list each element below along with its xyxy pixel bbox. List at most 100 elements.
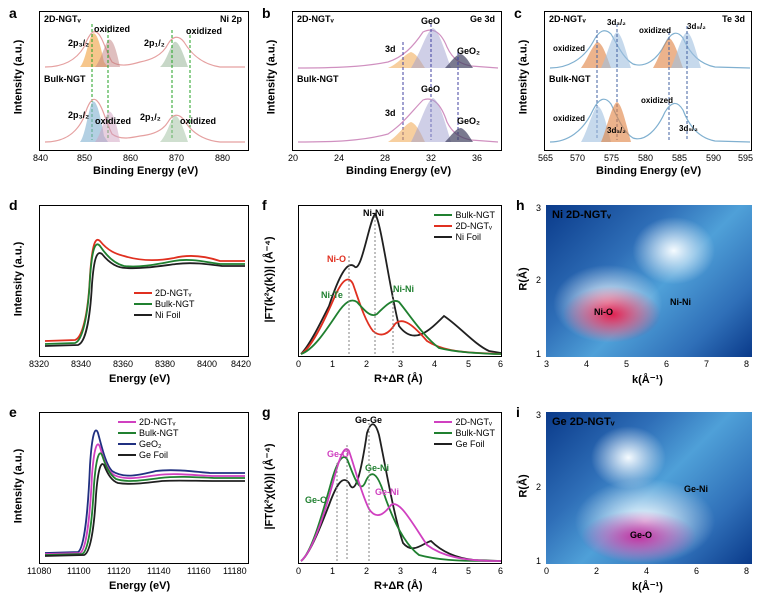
g-xt0: 0 bbox=[296, 566, 301, 576]
panel-a-sample-top: 2D-NGTᵥ bbox=[44, 14, 81, 24]
panel-e-chart: 2D-NGTᵥ Bulk-NGT GeO₂ Ge Foil bbox=[39, 412, 249, 564]
b-bot-geo2: GeO₂ bbox=[457, 116, 480, 126]
panel-a: a 2D-NGTᵥ Ni 2p 2p₃/₂ oxidized 2p₁/₂ oxi… bbox=[5, 3, 253, 183]
c-xt5: 590 bbox=[706, 153, 721, 163]
b-top-3d: 3d bbox=[385, 44, 396, 54]
panel-c-chart: 2D-NGTᵥ Te 3d oxidized 3d₃/₂ oxidized 3d… bbox=[544, 11, 752, 151]
g-xt5: 5 bbox=[466, 566, 471, 576]
g-xt1: 1 bbox=[330, 566, 335, 576]
a-xt4: 880 bbox=[215, 153, 230, 163]
h-xt0: 3 bbox=[544, 359, 549, 369]
i-xt4: 8 bbox=[744, 566, 749, 576]
i-xt3: 6 bbox=[694, 566, 699, 576]
c-xt1: 570 bbox=[570, 153, 585, 163]
e-leg-3-label: Ge Foil bbox=[139, 450, 168, 460]
a-top-2p12: 2p₁/₂ bbox=[144, 38, 165, 48]
panel-f-xlabel: R+ΔR (Å) bbox=[374, 373, 423, 385]
f-xt2: 2 bbox=[364, 359, 369, 369]
c-xt2: 575 bbox=[604, 153, 619, 163]
panel-c-sample-bottom: Bulk-NGT bbox=[549, 74, 591, 84]
g-xt6: 6 bbox=[498, 566, 503, 576]
c-bot-3d52: 3d₅/₂ bbox=[679, 124, 698, 133]
panel-i-ylabel: R(Å) bbox=[518, 474, 530, 497]
a-top-2p32: 2p₃/₂ bbox=[68, 38, 89, 48]
b-xt3: 32 bbox=[426, 153, 436, 163]
e-xt4: 11160 bbox=[187, 566, 211, 576]
f-xt3: 3 bbox=[398, 359, 403, 369]
d-leg-1-label: Bulk-NGT bbox=[155, 299, 195, 309]
g-leg-2: Ge Foil bbox=[434, 439, 495, 449]
c-top-ox2: oxidized bbox=[639, 26, 671, 35]
panel-d: d 2D-NGTᵥ Bulk-NGT Ni Foil Intensity (a.… bbox=[5, 195, 253, 393]
b-top-geo2: GeO₂ bbox=[457, 46, 480, 56]
b-top-geo: GeO bbox=[421, 16, 440, 26]
h-title: Ni 2D-NGTᵥ bbox=[552, 209, 611, 221]
panel-e-ylabel: Intensity (a.u.) bbox=[12, 449, 24, 524]
f-xt6: 6 bbox=[498, 359, 503, 369]
panel-d-legend: 2D-NGTᵥ Bulk-NGT Ni Foil bbox=[134, 288, 195, 321]
panel-f: f Ni-O Ni-Te Ni-Ni Ni-Ni Bulk-NGT 2D-NGT… bbox=[258, 195, 506, 393]
h-anno-nini: Ni-Ni bbox=[670, 297, 691, 307]
a-xt2: 860 bbox=[123, 153, 138, 163]
panel-h-xlabel: k(Å⁻¹) bbox=[632, 373, 663, 386]
g-xt3: 3 bbox=[398, 566, 403, 576]
i-anno-geni: Ge-Ni bbox=[684, 484, 708, 494]
c-xt6: 595 bbox=[738, 153, 753, 163]
i-title: Ge 2D-NGTᵥ bbox=[552, 416, 615, 428]
d-xt3: 8380 bbox=[155, 359, 175, 369]
e-xt2: 11120 bbox=[107, 566, 131, 576]
d-xt5: 8420 bbox=[231, 359, 251, 369]
c-xt0: 565 bbox=[538, 153, 553, 163]
panel-a-xlabel: Binding Energy (eV) bbox=[93, 165, 198, 177]
panel-b: b 2D-NGTᵥ Ge 3d 3d GeO GeO₂ Bulk-NGT 3d … bbox=[258, 3, 506, 183]
b-bot-3d: 3d bbox=[385, 108, 396, 118]
d-xt0: 8320 bbox=[29, 359, 49, 369]
f-xt1: 1 bbox=[330, 359, 335, 369]
a-top-ox1: oxidized bbox=[94, 24, 130, 34]
g-xt2: 2 bbox=[364, 566, 369, 576]
a-xt0: 840 bbox=[33, 153, 48, 163]
c-bot-ox2: oxidized bbox=[641, 96, 673, 105]
e-leg-3: Ge Foil bbox=[118, 450, 179, 460]
c-xt3: 580 bbox=[638, 153, 653, 163]
a-bot-ox2: oxidized bbox=[180, 116, 216, 126]
panel-b-chart: 2D-NGTᵥ Ge 3d 3d GeO GeO₂ Bulk-NGT 3d Ge… bbox=[292, 11, 502, 151]
panel-i-label: i bbox=[516, 404, 520, 420]
panel-c-title: Te 3d bbox=[722, 14, 745, 24]
panel-b-sample-top: 2D-NGTᵥ bbox=[297, 14, 334, 24]
panel-h-ylabel: R(Å) bbox=[518, 267, 530, 290]
panel-c-xlabel: Binding Energy (eV) bbox=[596, 165, 701, 177]
f-xt4: 4 bbox=[432, 359, 437, 369]
panel-c-label: c bbox=[514, 5, 522, 21]
i-xt0: 0 bbox=[544, 566, 549, 576]
panel-b-ylabel: Intensity (a.u.) bbox=[265, 40, 277, 115]
b-xt1: 24 bbox=[334, 153, 344, 163]
panel-f-label: f bbox=[262, 197, 267, 213]
h-xt5: 8 bbox=[744, 359, 749, 369]
c-bot-3d32: 3d₃/₂ bbox=[607, 126, 626, 135]
d-xt1: 8340 bbox=[71, 359, 91, 369]
a-bot-2p32: 2p₃/₂ bbox=[68, 110, 89, 120]
panel-a-label: a bbox=[9, 5, 17, 21]
panel-c-ylabel: Intensity (a.u.) bbox=[517, 40, 529, 115]
panel-a-chart: 2D-NGTᵥ Ni 2p 2p₃/₂ oxidized 2p₁/₂ oxidi… bbox=[39, 11, 249, 151]
panel-g-label: g bbox=[262, 404, 271, 420]
i-yt2: 3 bbox=[536, 410, 541, 420]
f-xt0: 0 bbox=[296, 359, 301, 369]
e-xt5: 11180 bbox=[223, 566, 247, 576]
f-leg-0: Bulk-NGT bbox=[434, 210, 495, 220]
b-bot-geo: GeO bbox=[421, 84, 440, 94]
g-leg-0: 2D-NGTᵥ bbox=[434, 417, 495, 427]
f-anno-nio: Ni-O bbox=[327, 254, 346, 264]
e-xt3: 11140 bbox=[147, 566, 171, 576]
i-xt1: 2 bbox=[594, 566, 599, 576]
h-xt3: 6 bbox=[664, 359, 669, 369]
f-leg-2-label: Ni Foil bbox=[455, 232, 481, 242]
panel-f-legend: Bulk-NGT 2D-NGTᵥ Ni Foil bbox=[434, 210, 495, 243]
f-anno-nite: Ni-Te bbox=[321, 290, 343, 300]
panel-d-xlabel: Energy (eV) bbox=[109, 373, 170, 385]
i-yt0: 1 bbox=[536, 556, 541, 566]
panel-g: g Ge-O Ge-O Ge-Ge Ge-Ni Ge-Ni 2D-NGTᵥ Bu… bbox=[258, 402, 506, 600]
h-yt1: 2 bbox=[536, 275, 541, 285]
c-xt4: 585 bbox=[672, 153, 687, 163]
